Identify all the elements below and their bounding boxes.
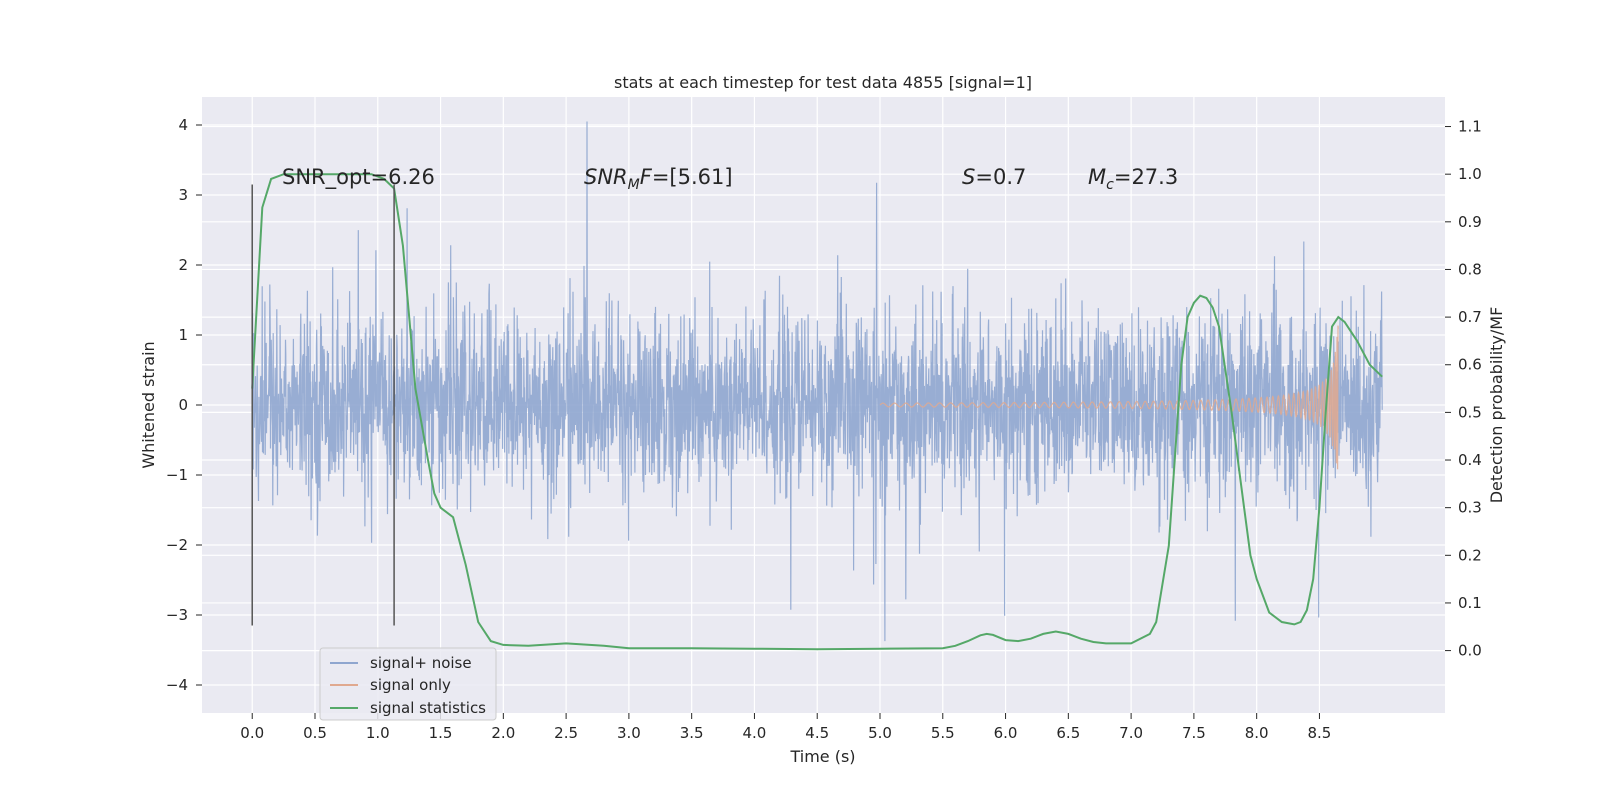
x-tick-label: 4.0 [743,724,767,742]
annotation-s-equals: = [975,165,993,189]
y-tick-label: 0 [178,396,188,414]
annotation-mc-label: M [1088,165,1106,189]
y2-tick-label: 0.3 [1458,499,1482,517]
annotation-snr-mf: SNRMF=[5.61] [584,165,733,193]
x-tick-label: 2.5 [554,724,578,742]
annotation-mc: Mc=27.3 [1088,165,1178,193]
y2-tick-label: 0.9 [1458,213,1482,231]
y2-tick-label: 0.7 [1458,308,1482,326]
y-axis-right: 0.0 0.1 0.2 0.3 0.4 0.5 0.6 0.7 0.8 0.9 1.0 1.1 [1445,118,1482,660]
x-axis: 0.0 0.5 1.0 1.5 2.0 2.5 3.0 3.5 4.0 4.5 5.0 5.5 6.0 6… [240,713,1331,742]
y2-tick-label: 0.8 [1458,260,1482,278]
y-axis-left: −4 −3 −2 −1 0 1 2 3 4 [166,116,202,694]
x-tick-label: 5.5 [931,724,955,742]
y-tick-label: −3 [166,606,188,624]
y-tick-label: −1 [166,466,188,484]
x-tick-label: 6.5 [1056,724,1080,742]
x-tick-label: 1.5 [429,724,453,742]
plot-area [251,121,1383,642]
x-tick-label: 8.5 [1308,724,1332,742]
annotation-mc-equals: = [1114,165,1132,189]
y2-axis-label: Detection probability/MF [1487,307,1506,504]
annotation-mc-value: 27.3 [1131,165,1178,189]
y2-tick-label: 1.1 [1458,118,1482,136]
y-tick-label: 3 [178,186,188,204]
x-tick-label: 8.0 [1245,724,1269,742]
legend-label-signal-noise: signal+ noise [370,654,472,672]
legend-label-signal-statistics: signal statistics [370,699,486,717]
x-tick-label: 6.0 [994,724,1018,742]
y-tick-label: 4 [178,116,188,134]
annotation-s: S=0.7 [962,165,1026,189]
y2-tick-label: 0.5 [1458,403,1482,421]
y2-tick-label: 0.0 [1458,642,1482,660]
x-axis-label: Time (s) [789,747,855,766]
overlay [251,173,1383,651]
annotation-s-label: S [962,165,975,189]
y-tick-label: 1 [178,326,188,344]
x-tick-label: 4.5 [805,724,829,742]
series-signal-noise [251,121,1383,642]
annotation-snr-mf-label: SNR [584,165,628,189]
y2-tick-label: 0.2 [1458,546,1482,564]
x-tick-label: 5.0 [868,724,892,742]
annotation-s-value: 0.7 [993,165,1026,189]
series-signal-statistics [251,173,1383,651]
x-tick-label: 0.0 [240,724,264,742]
y2-tick-label: 1.0 [1458,165,1482,183]
y-tick-label: 2 [178,256,188,274]
legend-box [319,647,497,721]
legend-label-signal-only: signal only [370,676,451,694]
annotation-snr-mf-value: [5.61] [669,165,732,189]
x-tick-label: 3.0 [617,724,641,742]
annotation-snr-mf-label-end: F= [640,165,670,189]
legend: signal+ noise signal only signal statist… [319,647,497,721]
x-tick-label: 1.0 [366,724,390,742]
x-tick-label: 2.0 [491,724,515,742]
annotation-snr-mf-subscript: M [628,177,640,193]
x-tick-label: 0.5 [303,724,327,742]
x-tick-label: 7.5 [1182,724,1206,742]
x-tick-label: 3.5 [680,724,704,742]
y-tick-label: −4 [166,676,188,694]
y2-tick-label: 0.6 [1458,356,1482,374]
annotations: SNR_opt=6.26 SNRMF=[5.61] S=0.7 Mc=27.3 [282,165,1178,193]
chart-title: stats at each timestep for test data 485… [614,73,1032,92]
y2-tick-label: 0.1 [1458,594,1482,612]
series-signal-only [879,325,1339,470]
annotation-snr-opt: SNR_opt=6.26 [282,165,435,190]
x-tick-label: 7.0 [1119,724,1143,742]
y2-tick-label: 0.4 [1458,451,1482,469]
y-axis-label: Whitened strain [139,341,158,468]
y-tick-label: −2 [166,536,188,554]
annotation-mc-subscript: c [1106,177,1114,193]
